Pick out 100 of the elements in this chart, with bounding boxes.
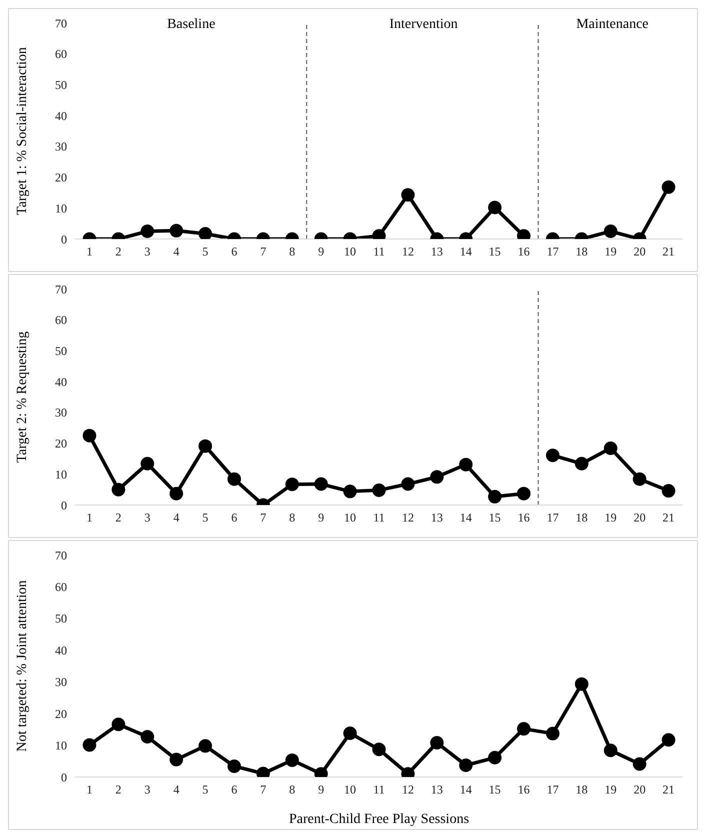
- x-tick-label: 8: [289, 782, 296, 797]
- x-tick-label: 21: [662, 510, 675, 525]
- point: [517, 486, 531, 500]
- x-tick-label: 9: [318, 244, 324, 259]
- x-tick-label: 20: [634, 510, 646, 525]
- x-tick-label: 15: [488, 244, 501, 259]
- point: [488, 750, 502, 764]
- point: [285, 753, 299, 767]
- y-tick-label: 0: [61, 232, 67, 246]
- x-tick-label: 4: [173, 510, 180, 525]
- x-tick-label: 5: [202, 510, 208, 525]
- x-tick-label: 3: [144, 244, 150, 259]
- annotation: Maintenance: [576, 17, 649, 33]
- x-tick-label: 12: [402, 244, 414, 259]
- x-tick-label: 1: [86, 244, 92, 259]
- point: [314, 477, 328, 491]
- x-tick-label: 14: [460, 244, 472, 259]
- x-tick-label: 16: [518, 244, 530, 259]
- x-tick-label: 13: [430, 782, 443, 797]
- y-tick-label: 40: [55, 374, 67, 389]
- point: [285, 478, 299, 492]
- point: [574, 456, 588, 470]
- x-tick-label: 9: [318, 510, 324, 525]
- x-tick-label: 10: [344, 244, 356, 259]
- point: [401, 477, 415, 491]
- point: [574, 677, 588, 691]
- y-tick-label: 70: [55, 548, 67, 562]
- x-tick-label: 17: [546, 782, 559, 797]
- point: [488, 490, 502, 504]
- point: [372, 742, 386, 756]
- y-tick-label: 60: [55, 313, 67, 328]
- point: [140, 456, 154, 470]
- x-tick-label: 5: [202, 782, 208, 797]
- x-tick-label: 11: [373, 244, 385, 259]
- point: [517, 722, 531, 736]
- y-tick-label: 50: [55, 344, 67, 358]
- x-tick-label: 11: [373, 510, 385, 525]
- point: [604, 744, 618, 758]
- y-tick-label: 30: [55, 406, 67, 420]
- x-tick-label: 8: [289, 244, 296, 259]
- x-axis-title: Parent-Child Free Play Sessions: [288, 812, 470, 827]
- point: [227, 759, 241, 773]
- x-tick-label: 10: [344, 782, 356, 797]
- x-tick-label: 13: [430, 510, 443, 525]
- x-tick-label: 6: [231, 244, 238, 259]
- x-tick-label: 4: [173, 782, 180, 797]
- x-tick-label: 2: [115, 244, 122, 259]
- y-tick-label: 70: [55, 16, 67, 30]
- point: [459, 758, 473, 772]
- x-tick-label: 3: [144, 782, 150, 797]
- point: [546, 726, 560, 740]
- x-tick-label: 17: [546, 510, 559, 525]
- point: [430, 736, 444, 750]
- annotation: Intervention: [389, 17, 458, 33]
- point: [343, 484, 357, 498]
- x-tick-label: 17: [546, 244, 559, 259]
- x-tick-label: 14: [460, 782, 472, 797]
- y-tick-label: 50: [55, 78, 67, 92]
- x-tick-label: 15: [488, 782, 501, 797]
- x-tick-label: 7: [260, 782, 266, 797]
- y-axis-title: Target 1: % Social-interaction: [14, 47, 30, 215]
- x-tick-label: 8: [289, 510, 296, 525]
- y-tick-label: 20: [55, 436, 67, 451]
- y-tick-label: 0: [61, 770, 67, 784]
- point: [140, 730, 154, 744]
- x-tick-label: 4: [173, 244, 180, 259]
- point: [198, 739, 212, 753]
- point: [662, 484, 676, 498]
- y-tick-label: 20: [55, 170, 67, 185]
- y-axis-title: Not targeted: % Joint attention: [14, 580, 30, 752]
- point: [459, 458, 473, 472]
- point: [632, 472, 646, 486]
- x-tick-label: 19: [604, 510, 617, 525]
- x-tick-label: 1: [86, 510, 92, 525]
- y-tick-label: 10: [55, 738, 67, 753]
- y-tick-label: 10: [55, 467, 67, 482]
- point: [82, 738, 96, 752]
- x-tick-label: 12: [402, 510, 414, 525]
- x-tick-label: 15: [488, 510, 501, 525]
- x-tick-label: 18: [576, 244, 588, 259]
- point: [604, 441, 618, 455]
- x-tick-label: 7: [260, 510, 266, 525]
- point: [112, 718, 126, 732]
- x-tick-label: 11: [373, 782, 385, 797]
- point: [170, 752, 184, 766]
- x-tick-label: 1: [86, 782, 92, 797]
- y-tick-label: 40: [55, 643, 67, 658]
- x-tick-label: 2: [115, 782, 122, 797]
- x-tick-label: 9: [318, 782, 324, 797]
- y-tick-label: 70: [55, 282, 67, 296]
- x-tick-label: 18: [576, 510, 588, 525]
- x-tick-label: 16: [518, 510, 530, 525]
- x-tick-label: 2: [115, 510, 122, 525]
- y-tick-label: 60: [55, 47, 67, 62]
- point: [430, 470, 444, 484]
- y-tick-label: 50: [55, 612, 67, 626]
- y-tick-label: 10: [55, 201, 67, 216]
- x-tick-label: 7: [260, 244, 266, 259]
- x-tick-label: 18: [576, 782, 588, 797]
- annotation: Baseline: [167, 17, 216, 33]
